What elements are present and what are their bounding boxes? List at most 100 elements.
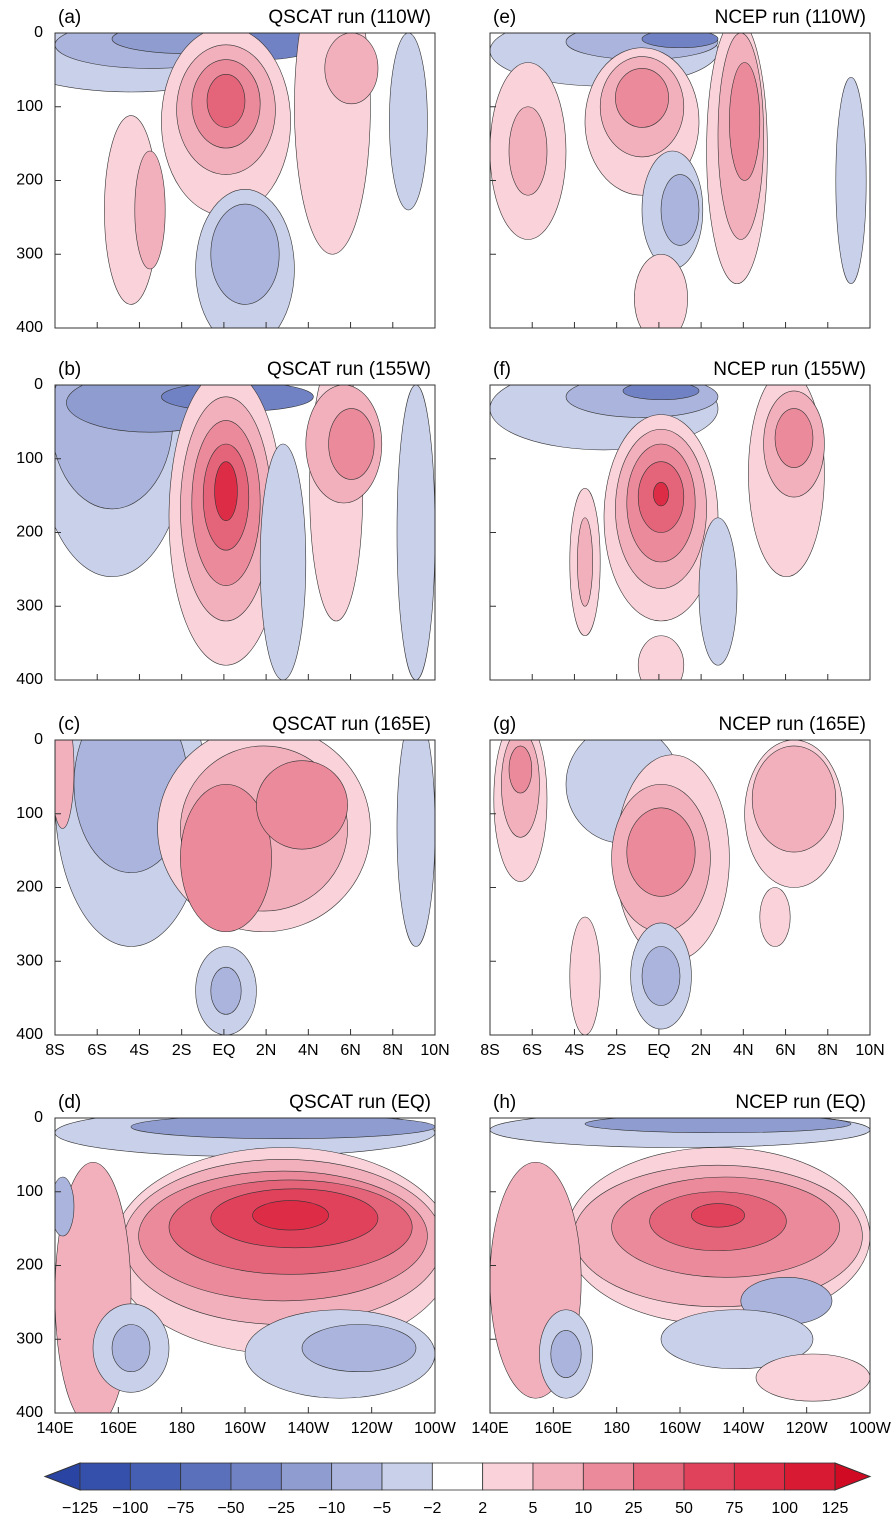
contour-region <box>508 745 533 794</box>
x-tick-label: 4S <box>565 1042 585 1059</box>
colorbar-label: −100 <box>112 1500 148 1517</box>
x-tick-label: 10N <box>855 1042 884 1059</box>
x-tick-label: EQ <box>212 1042 235 1059</box>
y-tick-label: 400 <box>16 1404 43 1421</box>
colorbar-label: −25 <box>268 1500 295 1517</box>
x-tick-label: 8S <box>480 1042 500 1059</box>
colorbar-segment <box>683 1462 735 1491</box>
x-tick-label: 140W <box>287 1420 330 1437</box>
colorbar-label: 75 <box>725 1500 743 1517</box>
x-tick-label: 160W <box>659 1420 702 1437</box>
contour-region <box>396 740 435 947</box>
x-tick-label: 8S <box>45 1042 65 1059</box>
y-tick-label: 300 <box>16 1330 43 1347</box>
y-tick-label: 100 <box>16 1183 43 1200</box>
colorbar-label: −125 <box>62 1500 98 1517</box>
contour-region <box>660 1309 814 1370</box>
x-tick-label: 6N <box>775 1042 795 1059</box>
contour-region <box>691 1203 745 1228</box>
contour-region <box>622 385 700 401</box>
panel: (a) QSCAT run (110W) 0 100 200 300 400 <box>16 7 436 336</box>
y-tick-label: 200 <box>16 1257 43 1274</box>
x-tick-label: EQ <box>647 1042 670 1059</box>
contour-region <box>259 443 307 680</box>
colorbar-label: −50 <box>217 1500 244 1517</box>
panel: (f) NCEP run (155W) <box>489 359 871 681</box>
y-tick-label: 400 <box>16 671 43 688</box>
colorbar-segment <box>129 1462 182 1491</box>
y-tick-label: 100 <box>16 450 43 467</box>
y-tick-label: 300 <box>16 597 43 614</box>
panel-label: (d) <box>58 1092 81 1113</box>
contour-region <box>210 966 242 1015</box>
y-tick-label: 200 <box>16 524 43 541</box>
x-tick-label: 2S <box>172 1042 192 1059</box>
x-tick-label: 120W <box>786 1420 829 1437</box>
contour-region <box>214 461 238 522</box>
colorbar-segment <box>633 1462 685 1491</box>
contour-region <box>641 946 681 1006</box>
contour-region <box>835 76 867 285</box>
contour-region <box>206 74 246 128</box>
contour-region <box>111 1324 151 1373</box>
colorbar-label: 10 <box>574 1500 592 1517</box>
y-tick-label: 100 <box>16 98 43 115</box>
y-tick-label: 400 <box>16 319 43 336</box>
colorbar-label: −5 <box>373 1500 391 1517</box>
contour-region <box>324 33 379 105</box>
colorbar-segment <box>582 1462 635 1491</box>
field <box>55 740 435 1035</box>
panel-title: NCEP run (EQ) <box>735 1092 866 1113</box>
colorbar-segment <box>180 1462 232 1491</box>
panel-title: QSCAT run (165E) <box>272 714 431 735</box>
colorbar-segment <box>331 1462 383 1491</box>
colorbar-label: −75 <box>167 1500 194 1517</box>
x-tick-label: 180 <box>603 1420 630 1437</box>
panel-title: NCEP run (155W) <box>713 359 866 380</box>
contour-region <box>729 62 761 181</box>
y-tick-label: 0 <box>34 376 43 393</box>
x-tick-label: 6N <box>340 1042 360 1059</box>
colorbar-label: −2 <box>423 1500 441 1517</box>
x-tick-label: 8N <box>383 1042 403 1059</box>
y-tick-label: 300 <box>16 952 43 969</box>
contour-region <box>660 174 700 246</box>
colorbar-label: 25 <box>625 1500 643 1517</box>
contour-region <box>755 1353 870 1402</box>
field <box>490 33 870 328</box>
contour-region <box>396 385 435 680</box>
panel-label: (a) <box>58 7 81 28</box>
contour-region <box>301 1324 417 1373</box>
panel-label: (b) <box>58 359 81 380</box>
x-tick-label: 140E <box>471 1420 508 1437</box>
contour-region <box>774 408 814 468</box>
panel-title: QSCAT run (EQ) <box>289 1092 431 1113</box>
panel-label: (e) <box>493 7 516 28</box>
contour-region <box>134 150 166 270</box>
x-tick-label: 140W <box>722 1420 765 1437</box>
contour-region <box>577 517 593 607</box>
colorbar-segment <box>381 1462 433 1491</box>
panel-label: (g) <box>493 714 516 735</box>
y-tick-label: 0 <box>34 24 43 41</box>
x-tick-label: 160E <box>535 1420 572 1437</box>
colorbar-segment <box>482 1462 534 1491</box>
contour-region <box>210 203 280 305</box>
y-tick-label: 200 <box>16 879 43 896</box>
panel-label: (c) <box>58 714 80 735</box>
contour-region <box>256 760 348 850</box>
y-tick-label: 0 <box>34 1109 43 1126</box>
y-tick-label: 400 <box>16 1026 43 1043</box>
contour-region <box>751 745 837 853</box>
contour-region <box>641 33 719 49</box>
contour-region <box>180 783 272 933</box>
x-tick-label: 6S <box>87 1042 107 1059</box>
colorbar-segment <box>532 1462 584 1491</box>
x-tick-label: 6S <box>522 1042 542 1059</box>
y-tick-label: 200 <box>16 172 43 189</box>
colorbar-label: 125 <box>822 1500 849 1517</box>
colorbar-extend-low <box>43 1462 81 1491</box>
x-tick-label: 10N <box>420 1042 449 1059</box>
